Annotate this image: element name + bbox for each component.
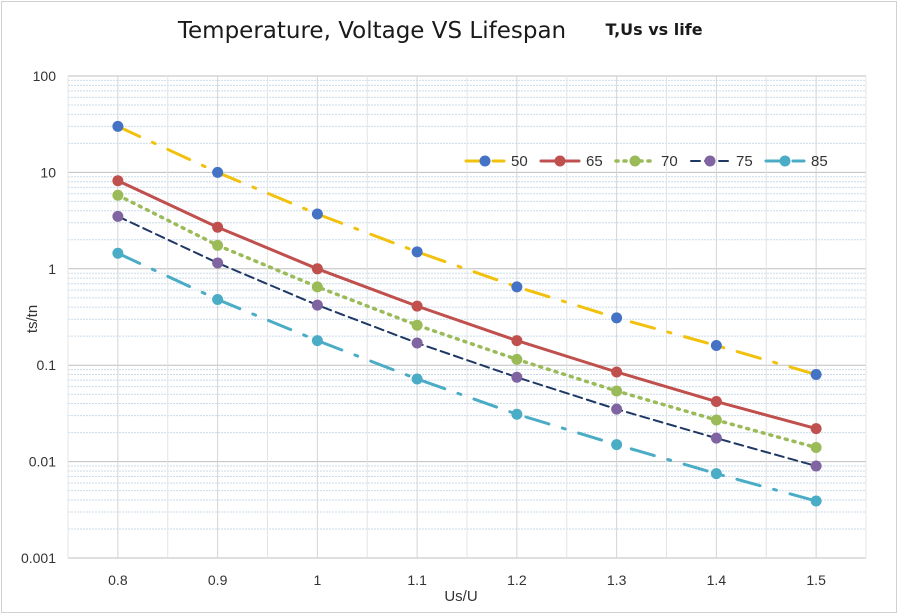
data-point-65 bbox=[212, 221, 224, 233]
series-line-65 bbox=[116, 179, 818, 431]
series-line-75 bbox=[116, 215, 818, 468]
series-70 bbox=[112, 189, 822, 454]
legend-marker-70 bbox=[629, 155, 641, 167]
data-point-70 bbox=[112, 189, 124, 201]
series-line-70 bbox=[116, 193, 818, 450]
data-point-50 bbox=[411, 246, 423, 258]
data-point-75 bbox=[212, 257, 224, 269]
data-point-70 bbox=[710, 414, 722, 426]
x-tick-label: 1.2 bbox=[507, 572, 527, 588]
x-tick-label: 1.4 bbox=[707, 572, 727, 588]
chart-title: Temperature, Voltage VS Lifespan bbox=[177, 18, 566, 44]
series-50 bbox=[112, 120, 822, 381]
data-point-65 bbox=[611, 366, 623, 378]
y-tick-labels: 0.001 0.01 0.1 1 10 100 bbox=[21, 68, 56, 566]
chart-subtitle: T,Us vs life bbox=[605, 20, 702, 39]
legend-marker-75 bbox=[704, 155, 716, 167]
y-tick-label: 10 bbox=[40, 164, 56, 180]
data-point-85 bbox=[212, 294, 224, 306]
legend-label-75: 75 bbox=[736, 153, 753, 170]
legend-label-50: 50 bbox=[511, 153, 528, 170]
x-tick-label: 0.8 bbox=[108, 572, 128, 588]
data-point-75 bbox=[511, 371, 523, 383]
legend: 50 65 70 75 85 bbox=[464, 153, 828, 170]
data-point-65 bbox=[411, 300, 423, 312]
data-point-70 bbox=[212, 239, 224, 251]
data-point-70 bbox=[611, 385, 623, 397]
data-point-65 bbox=[810, 423, 822, 435]
data-point-75 bbox=[411, 337, 423, 349]
data-point-65 bbox=[112, 175, 124, 187]
series-layer bbox=[112, 120, 822, 507]
data-point-50 bbox=[112, 120, 124, 132]
data-point-85 bbox=[810, 495, 822, 507]
data-point-75 bbox=[611, 403, 623, 415]
x-tick-label: 1 bbox=[313, 572, 321, 588]
x-axis-label: Us/U bbox=[444, 588, 477, 605]
x-tick-labels: 0.8 0.9 1 1.1 1.2 1.3 1.4 1.5 bbox=[108, 572, 826, 588]
series-65 bbox=[112, 175, 822, 435]
data-point-85 bbox=[411, 373, 423, 385]
data-point-50 bbox=[212, 166, 224, 178]
legend-marker-85 bbox=[779, 155, 791, 167]
legend-label-85: 85 bbox=[811, 153, 828, 170]
y-tick-label: 0.1 bbox=[37, 357, 57, 373]
data-point-70 bbox=[810, 442, 822, 454]
x-tick-label: 1.5 bbox=[806, 572, 826, 588]
data-point-85 bbox=[611, 439, 623, 451]
y-tick-label: 0.001 bbox=[21, 550, 56, 566]
data-point-50 bbox=[511, 281, 523, 293]
data-point-65 bbox=[710, 396, 722, 408]
y-tick-label: 1 bbox=[48, 261, 56, 277]
series-line-50 bbox=[116, 124, 818, 377]
data-point-65 bbox=[511, 335, 523, 347]
x-tick-label: 1.3 bbox=[607, 572, 627, 588]
data-point-75 bbox=[112, 210, 124, 222]
data-point-85 bbox=[710, 468, 722, 480]
legend-label-65: 65 bbox=[586, 153, 603, 170]
series-line-85 bbox=[116, 251, 818, 503]
data-point-75 bbox=[710, 432, 722, 444]
y-tick-label: 0.01 bbox=[29, 454, 56, 470]
data-point-75 bbox=[311, 299, 323, 311]
legend-marker-65 bbox=[554, 155, 566, 167]
data-point-50 bbox=[611, 312, 623, 324]
data-point-50 bbox=[710, 340, 722, 352]
y-tick-label: 100 bbox=[33, 68, 57, 84]
data-point-70 bbox=[511, 353, 523, 365]
grid-lines bbox=[67, 75, 867, 559]
data-point-70 bbox=[411, 319, 423, 331]
data-point-50 bbox=[810, 369, 822, 381]
x-tick-label: 1.1 bbox=[407, 572, 427, 588]
y-axis-label: ts/tn bbox=[24, 305, 41, 333]
data-point-65 bbox=[311, 263, 323, 275]
data-point-70 bbox=[311, 281, 323, 293]
data-point-85 bbox=[112, 247, 124, 259]
series-85 bbox=[112, 247, 822, 507]
data-point-50 bbox=[311, 208, 323, 220]
data-point-75 bbox=[810, 460, 822, 472]
legend-label-70: 70 bbox=[661, 153, 678, 170]
x-tick-label: 0.9 bbox=[208, 572, 228, 588]
series-75 bbox=[112, 210, 822, 472]
data-point-85 bbox=[311, 335, 323, 347]
legend-marker-50 bbox=[479, 155, 491, 167]
data-point-85 bbox=[511, 408, 523, 420]
